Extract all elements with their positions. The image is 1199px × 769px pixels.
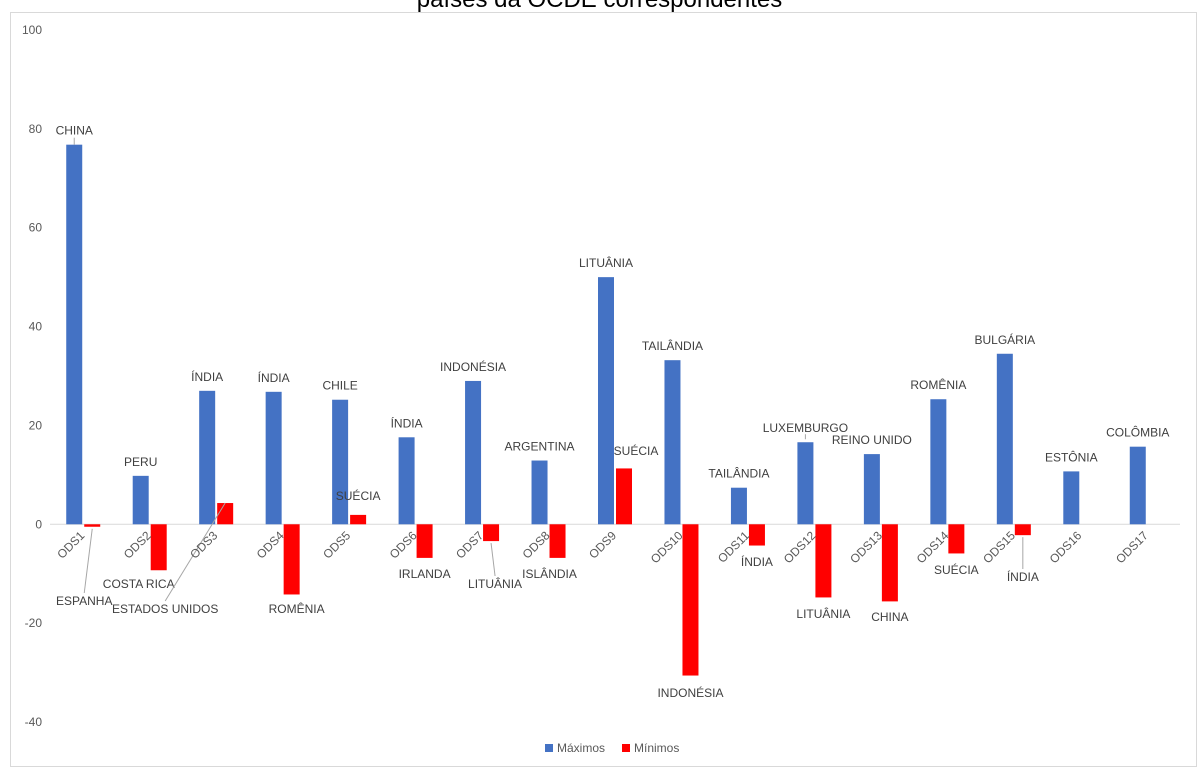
bar-maximos <box>531 460 548 525</box>
bar-minimos <box>283 524 300 595</box>
x-category-label: ODS12 <box>781 528 819 566</box>
bar-maximos <box>66 144 83 525</box>
bar-maximos <box>1063 471 1080 525</box>
data-label-minimos: ISLÂNDIA <box>522 566 577 581</box>
leader-line <box>490 543 496 577</box>
bar-maximos <box>930 399 947 525</box>
bar-minimos <box>217 503 234 525</box>
bar-minimos <box>682 524 699 676</box>
bar-maximos <box>199 390 216 525</box>
x-category-label: ODS3 <box>187 528 220 561</box>
data-label-minimos: ROMÊNIA <box>269 601 325 616</box>
bar-minimos <box>549 524 566 558</box>
bar-minimos <box>815 524 832 598</box>
data-label-maximos: ÍNDIA <box>258 370 290 385</box>
data-label-maximos: ARGENTINA <box>505 440 575 454</box>
bar-minimos <box>150 524 167 571</box>
bar-minimos <box>483 524 500 542</box>
bar-maximos <box>797 442 814 525</box>
x-category-label: ODS14 <box>914 528 952 566</box>
bar-maximos <box>664 360 681 525</box>
data-label-maximos: LUXEMBURGO <box>763 421 848 435</box>
bar-minimos <box>748 524 765 546</box>
data-label-minimos: ESPANHA <box>56 594 112 608</box>
y-tick-label: 20 <box>29 418 43 432</box>
legend-label-minimos: Mínimos <box>634 741 679 755</box>
data-label-maximos: INDONÉSIA <box>440 359 506 374</box>
bar-maximos <box>1129 446 1146 525</box>
data-label-minimos: SUÉCIA <box>336 488 381 503</box>
y-tick-label: 80 <box>29 122 43 136</box>
data-label-maximos: PERU <box>124 455 157 469</box>
data-label-maximos: TAILÂNDIA <box>642 338 703 353</box>
y-tick-label: 100 <box>22 23 42 37</box>
x-category-label: ODS1 <box>54 528 87 561</box>
data-label-minimos: COSTA RICA <box>103 577 175 591</box>
y-tick-label: 0 <box>35 517 42 531</box>
data-label-maximos: LITUÂNIA <box>579 255 633 270</box>
legend-swatch-minimos <box>622 744 630 752</box>
x-category-label: ODS10 <box>648 528 686 566</box>
x-category-label: ODS7 <box>453 528 486 561</box>
bar-minimos <box>881 524 898 602</box>
bar-maximos <box>265 391 282 525</box>
data-label-minimos: IRLANDA <box>399 567 451 581</box>
bar-maximos <box>332 399 349 525</box>
data-label-maximos: ÍNDIA <box>191 369 223 384</box>
leader-line <box>83 528 93 594</box>
data-label-maximos: ESTÔNIA <box>1045 449 1098 464</box>
data-label-maximos: ÍNDIA <box>391 415 423 430</box>
y-tick-label: 40 <box>29 320 43 334</box>
chart-title: países da OCDE correspondentes <box>0 0 1199 14</box>
data-label-minimos: CHINA <box>871 610 908 624</box>
bar-minimos <box>948 524 965 554</box>
data-label-minimos: INDONÉSIA <box>657 685 723 700</box>
bar-maximos <box>465 380 482 525</box>
data-label-maximos: CHINA <box>56 124 93 138</box>
data-label-maximos: ROMÊNIA <box>910 377 966 392</box>
bar-minimos <box>416 524 433 558</box>
bar-maximos <box>598 277 614 525</box>
data-label-minimos: SUÉCIA <box>934 562 979 577</box>
bar-minimos <box>616 468 632 525</box>
data-label-maximos: TAILÂNDIA <box>708 466 769 481</box>
x-category-label: ODS8 <box>520 528 553 561</box>
x-category-label: ODS2 <box>121 528 154 561</box>
x-category-label: ODS9 <box>586 528 619 561</box>
data-label-minimos: ÍNDIA <box>1007 569 1039 584</box>
x-category-label: ODS16 <box>1047 528 1085 566</box>
chart-area <box>10 12 1197 767</box>
bar-maximos <box>132 475 149 525</box>
leader-line <box>164 502 226 602</box>
x-category-label: ODS13 <box>847 528 885 566</box>
data-label-maximos: BULGÁRIA <box>974 332 1035 347</box>
x-category-label: ODS15 <box>980 528 1018 566</box>
bar-minimos <box>350 514 367 525</box>
bar-maximos <box>996 353 1013 525</box>
y-tick-label: 60 <box>29 221 43 235</box>
data-label-minimos: ÍNDIA <box>741 554 773 569</box>
data-label-minimos: LITUÂNIA <box>468 576 522 591</box>
data-label-maximos: COLÔMBIA <box>1106 425 1169 440</box>
data-label-maximos: REINO UNIDO <box>832 433 912 447</box>
x-category-label: ODS5 <box>320 528 353 561</box>
x-category-label: ODS6 <box>387 528 420 561</box>
x-category-label: ODS17 <box>1113 528 1151 566</box>
bar-maximos <box>398 437 415 525</box>
legend-swatch-maximos <box>545 744 553 752</box>
data-label-minimos: SUÉCIA <box>614 443 659 458</box>
x-category-label: ODS4 <box>254 528 287 561</box>
data-label-maximos: CHILE <box>322 379 357 393</box>
y-tick-label: -40 <box>25 715 43 729</box>
legend-label-maximos: Máximos <box>557 741 605 755</box>
y-tick-label: -20 <box>25 616 43 630</box>
data-label-minimos: ESTADOS UNIDOS <box>112 602 218 616</box>
bar-minimos <box>1014 524 1031 536</box>
data-label-minimos: LITUÂNIA <box>796 606 850 621</box>
bar-maximos <box>863 454 880 525</box>
bar-minimos <box>84 524 101 527</box>
bar-maximos <box>730 487 747 525</box>
